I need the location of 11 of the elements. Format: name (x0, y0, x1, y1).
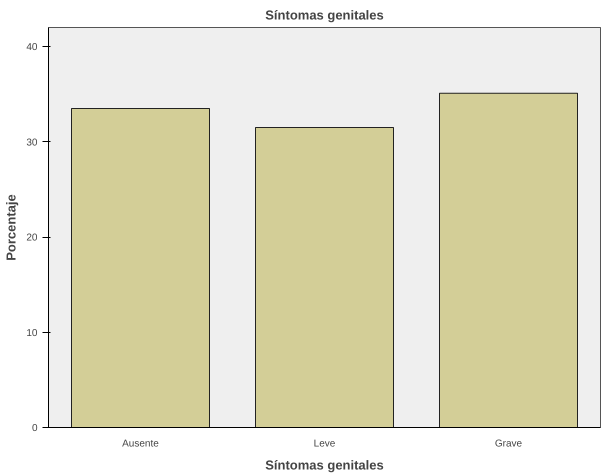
x-axis-title: Síntomas genitales (265, 458, 384, 472)
chart-title: Síntomas genitales (265, 8, 384, 22)
x-tick-label: Ausente (122, 438, 160, 450)
x-tick-label: Leve (314, 438, 336, 450)
y-tick-label: 10 (26, 328, 38, 339)
y-axis-title: Porcentaje (3, 194, 18, 261)
y-tick-label: 40 (26, 42, 38, 54)
x-tick-label: Grave (494, 438, 523, 450)
y-tick-label: 20 (26, 232, 38, 244)
y-tick-label: 30 (26, 137, 38, 148)
y-tick-label: 0 (32, 423, 38, 434)
